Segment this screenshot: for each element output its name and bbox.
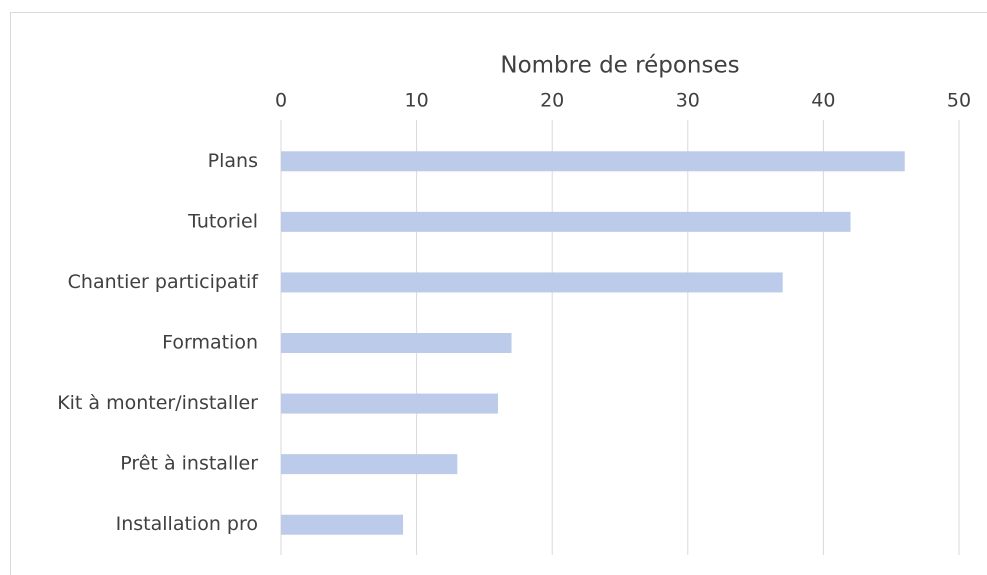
x-tick-label: 50 <box>947 90 971 112</box>
chart-frame <box>10 12 987 575</box>
axis-title: Nombre de réponses <box>500 53 739 79</box>
bar <box>281 211 851 232</box>
y-tick-label: Kit à monter/installer <box>57 392 258 414</box>
y-tick-label: Plans <box>208 150 258 172</box>
x-tick-label: 30 <box>676 90 700 112</box>
y-tick-label: Installation pro <box>116 513 258 535</box>
bar <box>281 393 498 414</box>
y-tick-label: Chantier participatif <box>68 271 260 293</box>
y-tick-label: Tutoriel <box>187 210 258 232</box>
x-tick-label: 20 <box>540 90 564 112</box>
x-tick-label: 10 <box>405 90 429 112</box>
y-tick-label: Formation <box>162 332 258 354</box>
x-tick-label: 0 <box>275 90 287 112</box>
y-tick-label: Prêt à installer <box>120 453 258 475</box>
bar <box>281 333 512 353</box>
bar <box>281 151 905 172</box>
bar <box>281 454 458 475</box>
bar <box>281 272 783 293</box>
x-tick-label: 40 <box>811 90 835 112</box>
bar <box>281 514 404 535</box>
